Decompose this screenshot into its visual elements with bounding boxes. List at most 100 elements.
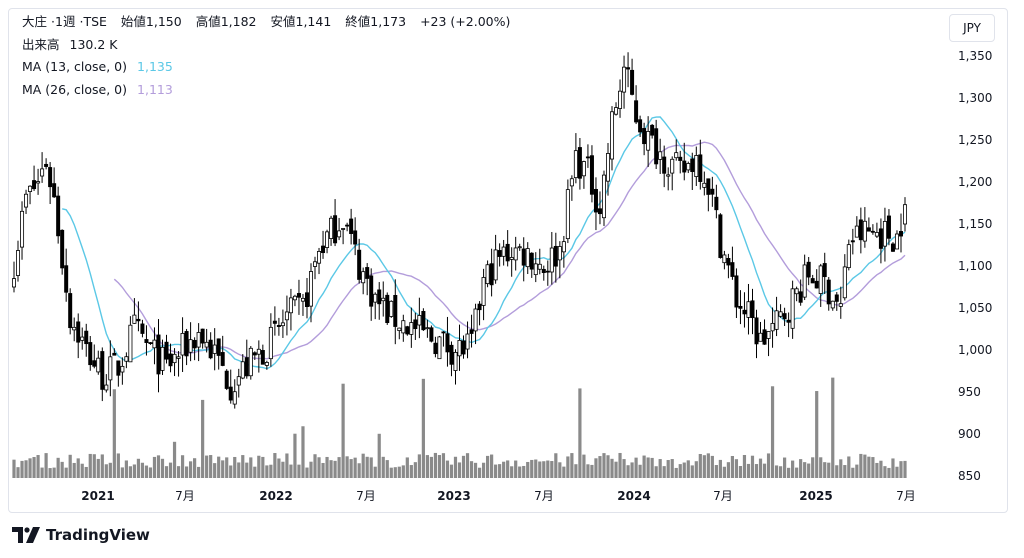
symbol-name[interactable]: 大庄 bbox=[22, 14, 48, 29]
candle-down bbox=[690, 158, 695, 173]
candle-up bbox=[409, 322, 414, 335]
candle-up bbox=[481, 277, 486, 306]
candle-down bbox=[116, 360, 121, 376]
volume-bar bbox=[381, 456, 385, 478]
candle-up bbox=[108, 356, 113, 381]
candle-up bbox=[248, 347, 253, 377]
volume-bar bbox=[205, 455, 209, 478]
candle-up bbox=[313, 261, 318, 267]
candle-down bbox=[642, 128, 647, 145]
candle-down bbox=[224, 370, 229, 389]
volume-bar bbox=[96, 458, 100, 478]
candle-down bbox=[385, 294, 390, 324]
candle-up bbox=[417, 315, 422, 326]
candle-up bbox=[196, 332, 201, 348]
candle-down bbox=[710, 188, 715, 195]
candle-up bbox=[557, 246, 562, 261]
volume-bar bbox=[401, 465, 405, 478]
candle-down bbox=[521, 248, 526, 266]
candle-down bbox=[626, 67, 631, 70]
volume-bar bbox=[184, 466, 189, 478]
low-label: 安値 bbox=[270, 14, 296, 29]
candle-down bbox=[168, 353, 173, 367]
y-tick-label: 850 bbox=[958, 469, 981, 483]
candle-up bbox=[549, 247, 554, 273]
candle-up bbox=[80, 336, 85, 341]
candle-down bbox=[32, 180, 37, 190]
candle-up bbox=[778, 311, 783, 317]
brand-name: TradingView bbox=[46, 526, 150, 544]
volume-bar bbox=[782, 457, 787, 478]
volume-bar bbox=[453, 456, 458, 478]
volume-bar bbox=[618, 452, 622, 478]
tradingview-logo[interactable]: TradingView bbox=[12, 526, 150, 544]
volume-bar bbox=[369, 457, 373, 478]
volume-bar bbox=[152, 456, 157, 478]
volume-legend: 出来高 130.2 K bbox=[22, 37, 117, 53]
candle-up bbox=[188, 339, 193, 353]
candle-up bbox=[16, 250, 21, 276]
candle-up bbox=[152, 339, 157, 349]
volume-bar bbox=[333, 460, 337, 478]
candle-up bbox=[702, 182, 707, 188]
candle-up bbox=[264, 361, 269, 366]
volume-bar bbox=[293, 433, 297, 478]
candle-down bbox=[84, 330, 89, 345]
price-chart[interactable]: 1,350 1,300 1,250 1,200 1,150 1,100 1,050 1,000… bbox=[0, 0, 1024, 515]
volume-bar bbox=[405, 457, 409, 478]
candle-up bbox=[581, 161, 586, 177]
volume-bar bbox=[490, 454, 494, 478]
volume-bar bbox=[469, 461, 474, 478]
candle-down bbox=[654, 128, 659, 165]
interval-label[interactable]: 1週 bbox=[55, 14, 76, 29]
candle-up bbox=[565, 189, 570, 240]
volume-bar bbox=[738, 466, 743, 478]
volume-bar bbox=[393, 467, 397, 478]
volume-bar bbox=[506, 460, 510, 478]
candle-down bbox=[782, 313, 787, 320]
volume-bar bbox=[76, 458, 80, 478]
ma26-line bbox=[113, 141, 906, 360]
currency-button[interactable]: JPY bbox=[949, 14, 995, 42]
candle-down bbox=[140, 323, 145, 334]
volume-bar bbox=[787, 467, 791, 478]
volume-bar bbox=[193, 458, 197, 478]
volume-bar bbox=[188, 461, 193, 478]
candle-up bbox=[24, 193, 29, 208]
volume-bar bbox=[245, 462, 249, 478]
candle-down bbox=[304, 292, 309, 308]
volume-bar bbox=[666, 460, 670, 478]
volume-bar bbox=[449, 464, 454, 478]
candle-up bbox=[204, 341, 209, 348]
candle-down bbox=[321, 245, 326, 254]
volume-bar bbox=[277, 458, 281, 478]
ma13-legend[interactable]: MA (13, close, 0) 1,135 bbox=[22, 59, 173, 75]
volume-bar bbox=[690, 465, 694, 478]
candle-up bbox=[325, 231, 330, 248]
volume-bar bbox=[437, 455, 442, 478]
candle-down bbox=[64, 265, 69, 293]
candle-down bbox=[365, 267, 370, 279]
volume-bar bbox=[156, 455, 161, 478]
volume-bar bbox=[867, 456, 871, 478]
candle-up bbox=[176, 356, 181, 359]
candle-down bbox=[88, 342, 93, 366]
volume-bar bbox=[795, 467, 799, 478]
candle-down bbox=[421, 310, 426, 331]
volume-bar bbox=[429, 456, 434, 478]
candle-up bbox=[694, 155, 699, 177]
candle-down bbox=[333, 215, 338, 244]
volume-bar bbox=[172, 441, 177, 478]
candle-down bbox=[192, 339, 197, 349]
ma26-legend[interactable]: MA (26, close, 0) 1,113 bbox=[22, 82, 173, 98]
volume-bar bbox=[887, 467, 891, 478]
candle-up bbox=[758, 332, 763, 342]
candle-up bbox=[128, 324, 133, 363]
open-label: 始値 bbox=[120, 14, 146, 29]
volume-bar bbox=[590, 464, 594, 478]
volume-bar bbox=[40, 467, 44, 478]
volume-bar bbox=[791, 460, 795, 478]
candle-down bbox=[786, 319, 791, 323]
candle-up bbox=[72, 326, 77, 331]
ma13-line bbox=[62, 116, 906, 370]
